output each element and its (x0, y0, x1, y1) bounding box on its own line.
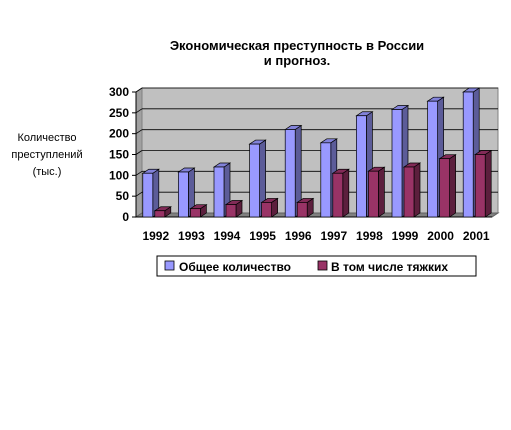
bar (462, 91, 474, 218)
y-tick-label: 100 (109, 168, 129, 182)
y-tick-label: 250 (109, 106, 129, 120)
y-axis-label-line-1: Количество (17, 132, 76, 144)
bar-side (449, 154, 456, 218)
bar (154, 210, 166, 218)
gridline-side (135, 191, 143, 197)
bar-side (484, 149, 492, 218)
plot-area: 0 50 100 150 200 250 300 1992 1993 1994 1995 1996 19… (109, 85, 500, 243)
legend-label-serious: В том числе тяжких (331, 260, 448, 274)
bar (368, 170, 379, 218)
x-tick-label: 1999 (392, 229, 419, 243)
bar (320, 142, 332, 218)
gridline-side (135, 87, 143, 93)
x-tick-label: 1998 (356, 229, 383, 243)
x-tick-label: 2000 (427, 229, 454, 243)
x-tick-label: 1993 (178, 229, 205, 243)
bar (190, 208, 201, 218)
bar (332, 172, 344, 218)
bar (439, 158, 450, 218)
chart-title-line-1: Экономическая преступность в России (170, 38, 424, 53)
legend-swatch-total (164, 260, 175, 271)
y-tick-label: 0 (122, 210, 129, 224)
y-tick-label: 50 (116, 189, 130, 203)
legend: Общее количество В том числе тяжких (156, 255, 477, 277)
bar (261, 202, 272, 218)
gridline-side (135, 108, 143, 114)
gridline-side (135, 171, 143, 176)
bar (225, 204, 237, 218)
bar (427, 100, 438, 218)
chart-title-line-2: и прогноз. (264, 53, 330, 68)
legend-label-total: Общее количество (179, 260, 291, 274)
x-tick-label: 1994 (214, 229, 241, 243)
x-tick-label: 2001 (463, 229, 490, 243)
x-tick-label: 1997 (320, 229, 347, 243)
bar (403, 166, 415, 218)
bar (296, 202, 308, 218)
gridline-side (135, 129, 143, 134)
y-axis-label-line-3: (тыс.) (33, 166, 62, 178)
bar (249, 143, 260, 218)
bar (356, 115, 367, 218)
x-tick-label: 1996 (285, 229, 312, 243)
bar (142, 172, 154, 218)
bar-side (413, 162, 421, 218)
bar-side (342, 168, 350, 218)
bar (178, 171, 189, 218)
x-tick-label: 1995 (249, 229, 276, 243)
legend-box (156, 255, 477, 277)
y-tick-label: 150 (109, 148, 129, 162)
gridline-side (135, 150, 143, 155)
bar (284, 129, 296, 218)
y-tick-label: 300 (109, 85, 129, 99)
bar (391, 109, 403, 218)
bar (213, 166, 225, 218)
bar (474, 154, 486, 218)
bar-side (378, 166, 385, 218)
x-tick-label: 1992 (142, 229, 169, 243)
y-tick-label: 200 (109, 127, 129, 141)
legend-swatch-serious (317, 260, 328, 271)
y-axis-label-line-2: преступлений (11, 149, 82, 161)
